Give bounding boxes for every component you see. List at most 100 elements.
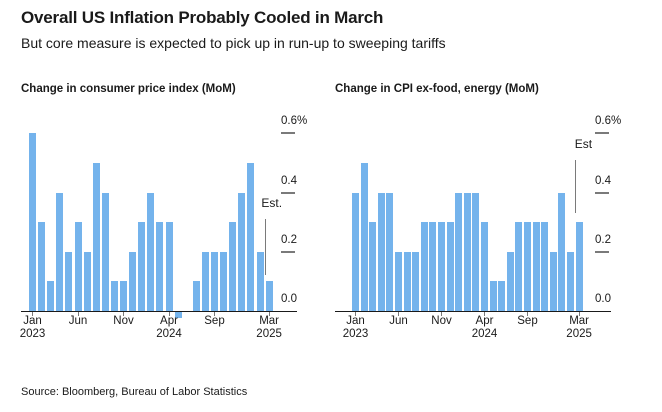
x-tick-label-year: 2025	[256, 328, 282, 340]
x-tick-mark	[214, 312, 215, 316]
page-subtitle: But core measure is expected to pick up …	[21, 35, 446, 51]
bar-jan-2024	[138, 222, 146, 311]
x-tick-mark	[168, 312, 170, 316]
bar-jan-2023	[352, 192, 359, 311]
bar-nov-2024	[541, 222, 549, 311]
bar-oct-2023	[429, 222, 437, 311]
bar-aug-2024	[515, 222, 523, 311]
bar-feb-2025	[567, 251, 574, 311]
x-tick-mark	[578, 312, 580, 316]
x-tick-label-year: 2023	[19, 328, 46, 340]
y-tick-dash	[595, 191, 609, 194]
y-tick-label: 0.2	[281, 233, 297, 246]
bar-jul-2024	[506, 251, 514, 311]
bar-nov-2023	[438, 222, 445, 311]
bar-oct-2024	[532, 222, 540, 311]
bar-jan-2024	[455, 192, 463, 311]
source-attribution: Source: Bloomberg, Bureau of Labor Stati…	[21, 386, 248, 398]
x-tick-label-month: Nov	[113, 315, 134, 327]
chart-panel-cpi: Change in consumer price index (MoM) 0.6…	[20, 83, 327, 347]
bar-jul-2023	[83, 251, 91, 311]
y-tick-label: 0.4	[595, 174, 611, 187]
y-tick-dash	[281, 191, 295, 194]
y-tick-dash	[595, 132, 609, 135]
bar-mar-2025	[575, 222, 583, 311]
bar-jun-2023	[74, 222, 82, 311]
bar-jun-2023	[395, 251, 402, 311]
y-tick-dash	[281, 250, 295, 253]
x-tick-mark	[268, 312, 270, 316]
bar-mar-2023	[47, 281, 55, 311]
y-tick-label: 0.2	[595, 233, 611, 246]
x-tick-label-year: 2023	[342, 328, 369, 340]
x-tick-label-month: Mar	[569, 315, 589, 327]
x-tick-label-month: Sep	[204, 315, 225, 327]
y-tick-label: 0.0	[595, 293, 611, 305]
x-tick-mark	[398, 312, 399, 316]
x-tick-label-year: 2024	[156, 328, 182, 340]
bar-dec-2023	[446, 222, 454, 311]
chart-title-cpi: Change in consumer price index (MoM)	[21, 83, 236, 95]
estimate-pointer-line	[264, 219, 267, 276]
bar-feb-2023	[38, 222, 46, 311]
estimate-pointer-line	[574, 160, 577, 214]
bar-feb-2024	[147, 192, 155, 311]
y-tick-label: 0.4	[281, 174, 297, 187]
bar-jan-2023	[29, 133, 36, 311]
bar-dec-2024	[238, 192, 246, 311]
x-tick-label-month: Nov	[431, 315, 452, 327]
bar-oct-2023	[110, 281, 118, 311]
bar-jun-2024	[498, 281, 506, 311]
bar-mar-2025	[265, 281, 273, 311]
bar-mar-2024	[156, 222, 164, 311]
bar-jan-2025	[558, 192, 566, 311]
bar-sep-2023	[420, 222, 428, 311]
bar-sep-2023	[101, 192, 109, 311]
bar-may-2023	[386, 192, 394, 311]
y-tick-label: 0.0	[281, 293, 297, 305]
y-tick-label: 0.6%	[281, 115, 308, 128]
bar-dec-2023	[129, 251, 137, 311]
bar-jul-2023	[403, 251, 411, 311]
x-tick-label-year: 2025	[566, 328, 592, 340]
bar-apr-2023	[56, 192, 64, 311]
bar-may-2023	[65, 251, 73, 311]
y-tick-dash	[281, 132, 295, 135]
bar-nov-2023	[120, 281, 127, 311]
chart-title-core-cpi: Change in CPI ex-food, energy (MoM)	[335, 83, 539, 95]
bar-nov-2024	[229, 222, 237, 311]
bar-may-2024	[489, 281, 497, 311]
x-axis-line	[21, 311, 297, 312]
charts-row: Change in consumer price index (MoM) 0.6…	[20, 83, 645, 347]
bar-sep-2024	[524, 222, 531, 311]
x-tick-label-month: Jun	[68, 315, 88, 327]
chart-panel-core-cpi: Change in CPI ex-food, energy (MoM) 0.6%…	[335, 83, 641, 347]
bar-apr-2024	[165, 222, 173, 311]
x-tick-mark	[484, 312, 485, 316]
bar-may-2024	[174, 312, 182, 318]
bar-feb-2023	[360, 163, 368, 311]
bar-jul-2024	[192, 281, 200, 311]
y-tick-label: 0.6%	[595, 115, 622, 128]
bar-feb-2025	[256, 251, 264, 311]
x-tick-label-month: Jan	[23, 315, 42, 327]
x-tick-label-month: Sep	[517, 315, 538, 327]
x-tick-label-month: Jun	[389, 315, 408, 327]
bar-apr-2023	[377, 192, 385, 311]
x-tick-label-year: 2024	[471, 328, 498, 340]
x-axis-line	[335, 311, 611, 312]
x-tick-mark	[355, 312, 356, 316]
x-tick-mark	[527, 312, 528, 316]
bar-aug-2023	[412, 251, 420, 311]
x-tick-mark	[77, 312, 79, 316]
x-tick-mark	[32, 312, 33, 316]
bar-aug-2024	[201, 251, 209, 311]
plot-area: 0.6% 0.4 0.2 0.0 Jan 2023 Jun Nov Apr 2024 Sep Mar 2…	[20, 104, 327, 347]
bar-feb-2024	[463, 192, 471, 311]
bar-aug-2023	[92, 163, 100, 311]
bar-sep-2024	[211, 251, 218, 311]
bar-mar-2024	[472, 192, 480, 311]
bar-oct-2024	[220, 251, 228, 311]
x-tick-label-month: Jan	[346, 315, 365, 327]
